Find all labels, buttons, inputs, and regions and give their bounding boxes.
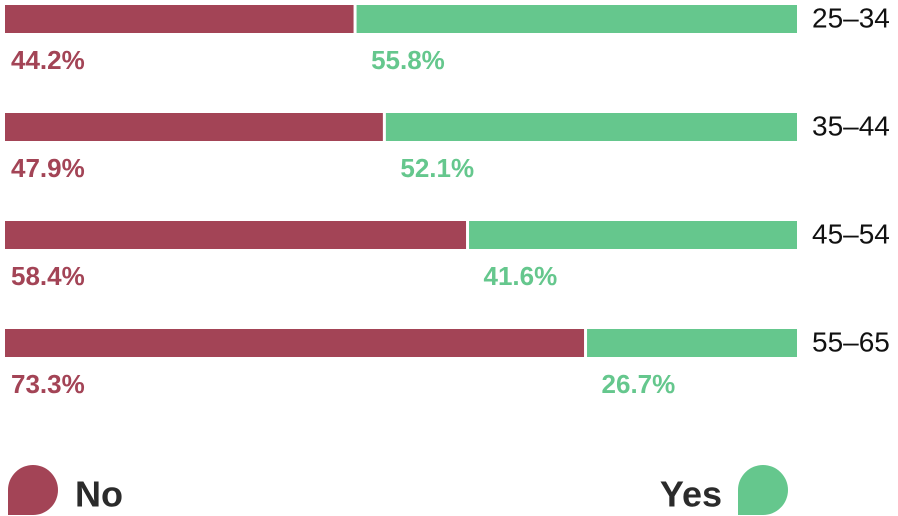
value-label: 52.1% [400,153,474,183]
category-label: 35–44 [812,110,890,141]
category-label: 55–65 [812,326,890,357]
bar-segment [385,113,797,141]
bar-segment [469,221,797,249]
value-label: 73.3% [11,369,85,399]
bar-segment [5,5,354,33]
legend-label: Yes [660,474,722,515]
value-label: 26.7% [602,369,676,399]
bar-segment [5,329,585,357]
value-label: 55.8% [371,45,445,75]
legend-label: No [75,474,123,515]
legend-swatch [8,465,58,515]
bar-segment [5,221,467,249]
value-label: 58.4% [11,261,85,291]
bar-segment [356,5,797,33]
bar-segment [5,113,383,141]
bar-segment [587,329,797,357]
value-label: 41.6% [484,261,558,291]
value-label: 47.9% [11,153,85,183]
category-label: 25–34 [812,2,890,33]
legend-swatch [738,465,788,515]
category-label: 45–54 [812,218,890,249]
value-label: 44.2% [11,45,85,75]
